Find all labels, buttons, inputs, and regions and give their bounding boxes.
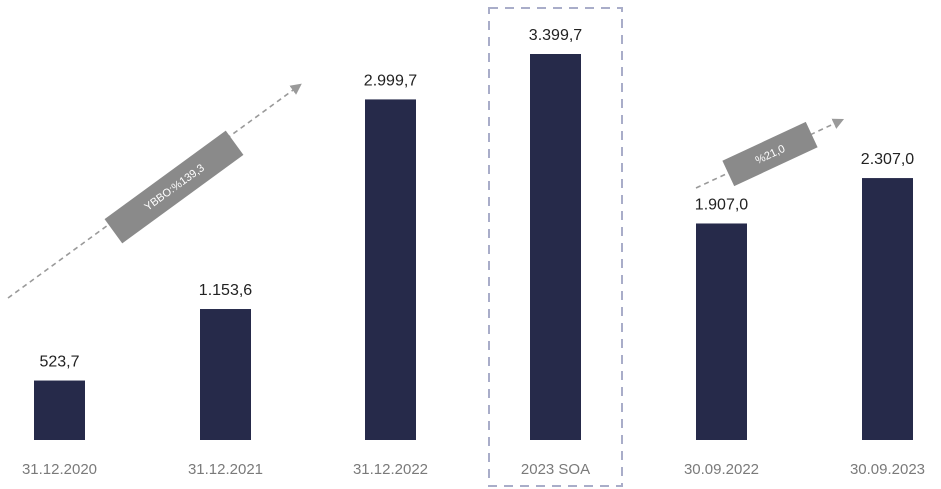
category-label-5: 30.09.2022 <box>684 461 759 478</box>
category-label-1: 31.12.2020 <box>22 461 97 478</box>
value-label-3: 2.999,7 <box>364 72 417 89</box>
bar-2 <box>200 309 251 440</box>
bar-3 <box>365 99 416 440</box>
value-label-6: 2.307,0 <box>861 151 914 168</box>
growth-badge-1: YBBO:%139,3 <box>104 130 244 244</box>
value-label-4: 3.399,7 <box>529 27 582 44</box>
value-label-2: 1.153,6 <box>199 282 252 299</box>
value-label-5: 1.907,0 <box>695 196 748 213</box>
bar-4 <box>530 54 581 440</box>
bar-5 <box>696 223 747 440</box>
growth-badge-box-1 <box>104 130 244 244</box>
category-label-4: 2023 SOA <box>521 461 590 478</box>
category-label-3: 31.12.2022 <box>353 461 428 478</box>
growth-badge-box-2 <box>722 121 818 187</box>
bar-1 <box>34 380 85 440</box>
bar-6 <box>862 178 913 441</box>
category-label-2: 31.12.2021 <box>188 461 263 478</box>
highlight-frame <box>488 7 623 487</box>
value-label-1: 523,7 <box>39 354 79 371</box>
growth-badge-2: %21,0 <box>722 121 818 187</box>
category-label-6: 30.09.2023 <box>850 461 925 478</box>
